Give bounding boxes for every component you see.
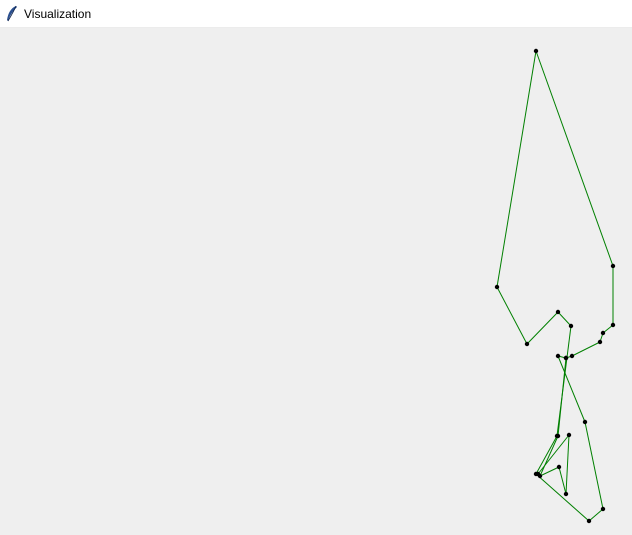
inner-edge [557,357,567,437]
tour-node [566,432,572,438]
tour-node [555,309,561,315]
tour-plot [494,48,616,524]
tour-edge [526,311,559,345]
tour-node [610,263,616,269]
tour-node [563,491,569,497]
tour-node [582,419,588,425]
tour-node [600,330,606,336]
tour-node [610,322,616,328]
tour-edge [557,355,586,423]
tour-edge [496,50,537,288]
tour-edge [557,311,572,327]
tour-node [563,355,569,361]
tour-edge [535,435,558,475]
title-bar[interactable]: Visualization [0,0,632,28]
tour-node [535,471,541,477]
tour-node [533,48,539,54]
tour-edge [496,286,528,345]
feather-icon [5,5,19,22]
tour-edge [588,508,604,522]
tour-node [555,353,561,359]
tour-edge [535,473,590,522]
tour-node [597,339,603,345]
tour-edge [584,421,604,510]
tour-node [524,341,530,347]
tour-node [600,506,606,512]
inner-edge [565,434,570,495]
window-title: Visualization [24,7,92,21]
inner-edge [539,466,560,477]
tour-node [569,353,575,359]
tour-node [556,464,562,470]
drawing-canvas[interactable] [0,28,632,535]
tour-node [494,284,500,290]
tour-edge [571,341,601,357]
tour-node [568,323,574,329]
inner-edge [558,466,567,495]
tour-node [586,518,592,524]
inner-edge [537,434,570,475]
inner-edge [539,435,559,477]
tour-node [555,433,561,439]
tour-edge [535,50,614,267]
